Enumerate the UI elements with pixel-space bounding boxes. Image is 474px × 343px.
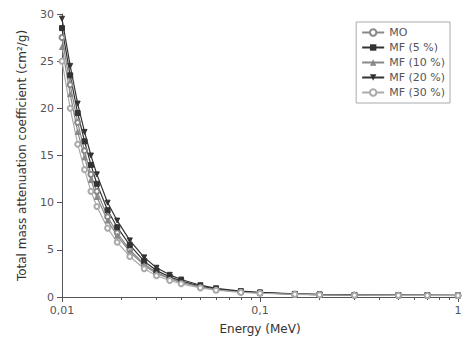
svg-text:15: 15	[40, 149, 54, 162]
svg-text:0,01: 0,01	[50, 304, 75, 317]
svg-text:30: 30	[40, 8, 54, 21]
svg-text:0: 0	[47, 291, 54, 304]
svg-text:Total mass attenuation coeffic: Total mass attenuation coefficient (cm²/…	[15, 30, 29, 282]
svg-text:MF (5 %): MF (5 %)	[389, 41, 438, 54]
svg-text:MF (30 %): MF (30 %)	[389, 86, 445, 99]
svg-text:Energy (MeV): Energy (MeV)	[219, 322, 300, 336]
svg-text:20: 20	[40, 102, 54, 115]
svg-text:MO: MO	[389, 26, 407, 39]
svg-text:0,1: 0,1	[251, 304, 269, 317]
svg-text:MF (10 %): MF (10 %)	[389, 56, 445, 69]
svg-text:10: 10	[40, 196, 54, 209]
svg-text:25: 25	[40, 55, 54, 68]
svg-text:5: 5	[47, 243, 54, 256]
svg-text:MF (20 %): MF (20 %)	[389, 71, 445, 84]
svg-text:1: 1	[455, 304, 462, 317]
